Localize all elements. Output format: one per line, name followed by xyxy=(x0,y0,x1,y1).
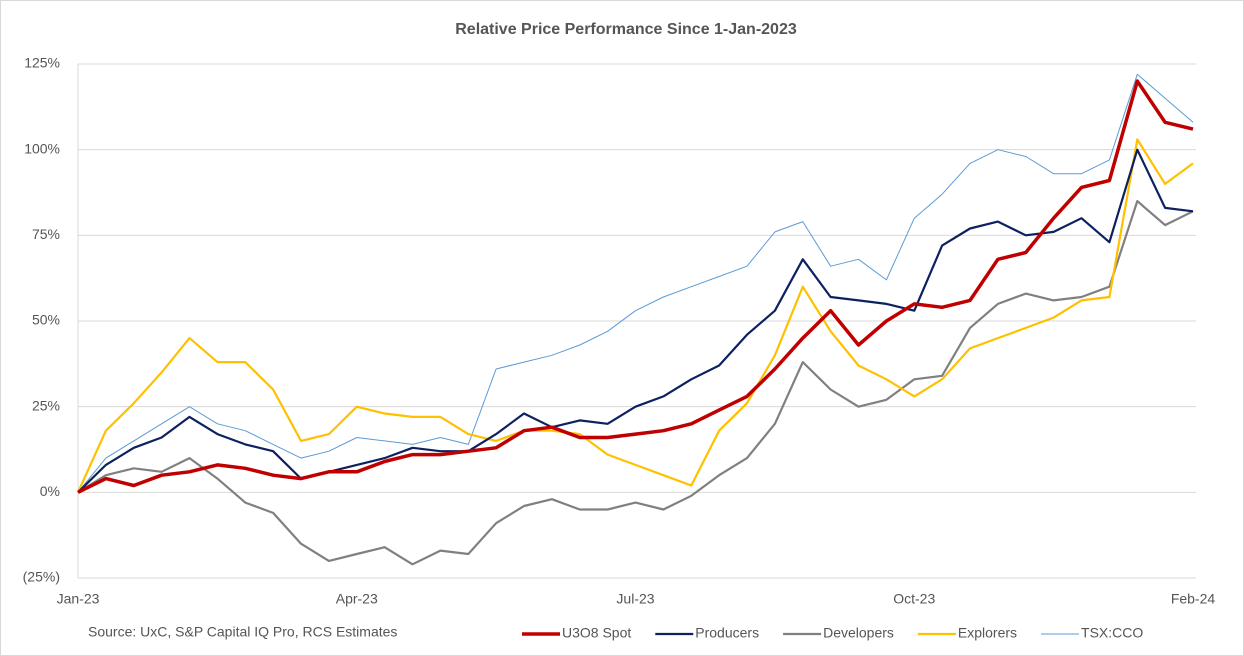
legend-label: U3O8 Spot xyxy=(562,625,631,641)
x-tick-label: Jul-23 xyxy=(616,591,654,607)
legend-label: Producers xyxy=(695,625,759,641)
x-tick-label: Feb-24 xyxy=(1171,591,1216,607)
series-line xyxy=(77,148,1194,494)
y-tick-label: 125% xyxy=(24,55,60,71)
x-tick-label: Jan-23 xyxy=(57,591,100,607)
chart-title: Relative Price Performance Since 1-Jan-2… xyxy=(455,21,797,38)
series-line xyxy=(77,79,1194,494)
y-tick-label: 75% xyxy=(32,226,60,242)
source-note: Source: UxC, S&P Capital IQ Pro, RCS Est… xyxy=(88,624,397,640)
series-line xyxy=(77,200,1194,566)
y-tick-label: 100% xyxy=(24,140,60,156)
y-tick-label: 50% xyxy=(32,312,60,328)
legend-label: TSX:CCO xyxy=(1081,625,1143,641)
legend-label: Explorers xyxy=(958,625,1017,641)
x-tick-label: Oct-23 xyxy=(893,591,935,607)
y-tick-label: 0% xyxy=(40,483,60,499)
y-tick-label: (25%) xyxy=(23,569,60,585)
series-line xyxy=(76,138,1194,493)
series-line xyxy=(77,73,1194,493)
legend-label: Developers xyxy=(823,625,894,641)
x-tick-label: Apr-23 xyxy=(336,591,378,607)
y-tick-label: 25% xyxy=(32,397,60,413)
